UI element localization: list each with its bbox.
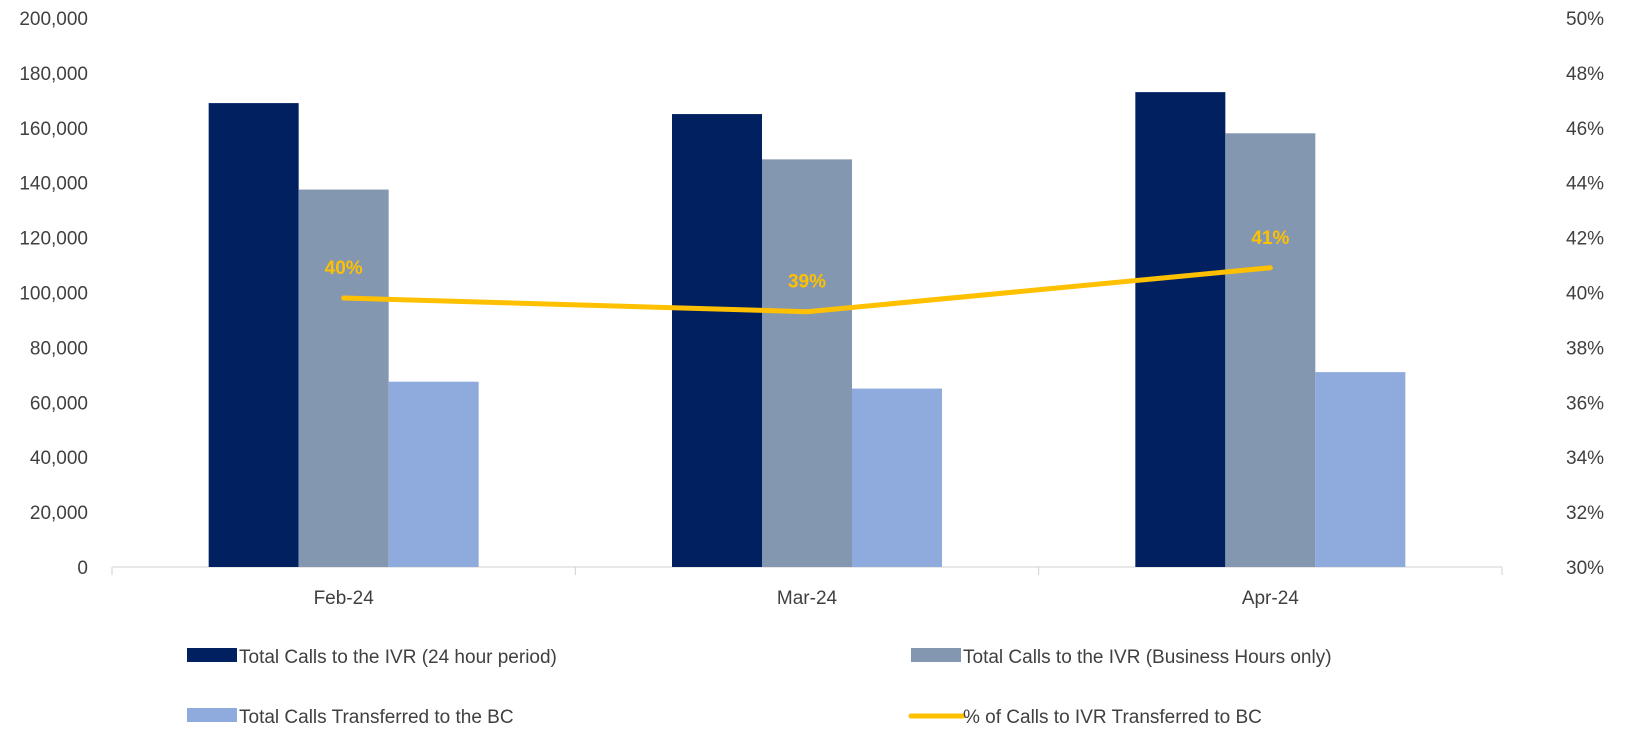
y-right-tick-label: 34% xyxy=(1566,448,1604,469)
y-left-tick-label: 100,000 xyxy=(19,284,88,305)
y-left-tick-label: 20,000 xyxy=(30,503,88,524)
bar-2-mar-24 xyxy=(762,159,852,567)
y-right-tick-label: 32% xyxy=(1566,503,1604,524)
legend-label-1: Total Calls to the IVR (24 hour period) xyxy=(239,647,557,668)
x-category-label: Feb-24 xyxy=(314,588,375,609)
bar-3-feb-24 xyxy=(388,381,479,567)
y-left-tick-label: 60,000 xyxy=(30,393,88,414)
y-left-tick-label: 80,000 xyxy=(30,338,88,359)
line-data-label: 39% xyxy=(788,272,826,293)
legend-swatch-1 xyxy=(187,648,237,662)
y-right-tick-label: 46% xyxy=(1566,119,1604,140)
line-point xyxy=(805,310,809,314)
y-right-tick-label: 40% xyxy=(1566,284,1604,305)
y-left-tick-label: 160,000 xyxy=(19,119,88,140)
y-right-tick-label: 44% xyxy=(1566,174,1604,195)
line-point xyxy=(1268,266,1272,270)
line-data-label: 41% xyxy=(1251,228,1289,249)
y-left-tick-label: 40,000 xyxy=(30,448,88,469)
bar-3-apr-24 xyxy=(1315,372,1406,567)
x-category-label: Apr-24 xyxy=(1242,588,1299,609)
legend-label-3: Total Calls Transferred to the BC xyxy=(239,707,514,728)
y-left-tick-label: 0 xyxy=(77,558,88,579)
y-right-tick-label: 36% xyxy=(1566,393,1604,414)
y-right-tick-label: 30% xyxy=(1566,558,1604,579)
y-right-tick-label: 42% xyxy=(1566,229,1604,250)
y-right-tick-label: 50% xyxy=(1566,9,1604,30)
legend-label-4: % of Calls to IVR Transferred to BC xyxy=(963,707,1262,728)
legend-swatch-2 xyxy=(911,648,961,662)
x-category-label: Mar-24 xyxy=(777,588,838,609)
y-right-tick-label: 38% xyxy=(1566,338,1604,359)
bar-2-feb-24 xyxy=(298,189,389,567)
y-right-tick-label: 48% xyxy=(1566,64,1604,85)
bar-1-feb-24 xyxy=(208,103,299,567)
y-left-tick-label: 180,000 xyxy=(19,64,88,85)
y-left-tick-label: 200,000 xyxy=(19,9,88,30)
legend-swatch-3 xyxy=(187,708,237,722)
line-data-label: 40% xyxy=(325,258,363,279)
y-left-tick-label: 140,000 xyxy=(19,174,88,195)
line-point xyxy=(342,296,346,300)
bar-3-mar-24 xyxy=(852,388,942,567)
bar-1-mar-24 xyxy=(672,114,762,567)
y-left-tick-label: 120,000 xyxy=(19,229,88,250)
bar-1-apr-24 xyxy=(1135,92,1226,568)
bar-2-apr-24 xyxy=(1225,133,1316,568)
legend-label-2: Total Calls to the IVR (Business Hours o… xyxy=(963,647,1332,668)
